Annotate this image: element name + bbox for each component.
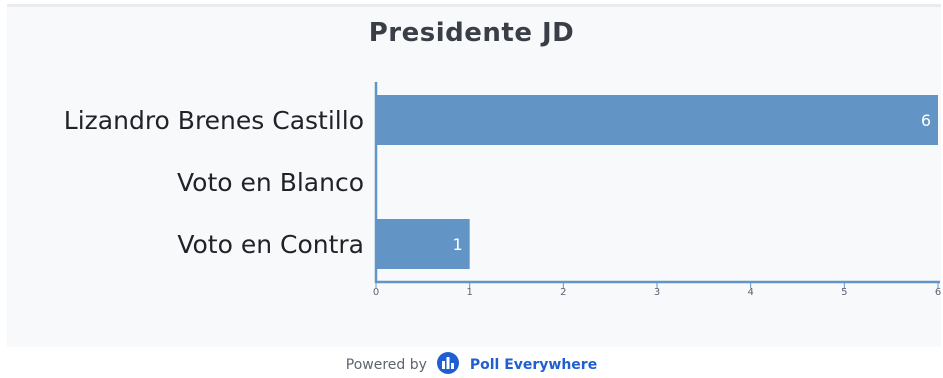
powered-by-text: Powered by	[345, 357, 427, 373]
top-divider	[7, 4, 941, 7]
bar	[376, 95, 938, 145]
x-tick-label: 1	[466, 287, 472, 298]
x-tick-label: 6	[935, 287, 941, 298]
bar	[376, 219, 470, 269]
x-tick-label: 5	[841, 287, 847, 298]
footer: Powered by Poll Everywhere	[0, 352, 943, 378]
value-label: 1	[452, 235, 462, 254]
x-tick-label: 2	[560, 287, 566, 298]
category-label: Voto en Blanco	[177, 168, 364, 197]
chart-title: Presidente JD	[368, 18, 575, 48]
value-label: 6	[921, 111, 931, 130]
bar-chart: Lizandro Brenes Castillo 6 Voto en Blanco V…	[64, 82, 941, 298]
x-tick-label: 4	[747, 287, 753, 298]
poll-everywhere-logo-icon	[437, 352, 460, 378]
category-label: Lizandro Brenes Castillo	[64, 106, 364, 135]
category-label: Voto en Contra	[177, 230, 364, 259]
brand-name[interactable]: Poll Everywhere	[469, 357, 598, 373]
chart-panel	[7, 7, 941, 347]
x-tick-label: 0	[373, 287, 379, 298]
x-tick-label: 3	[654, 287, 660, 298]
